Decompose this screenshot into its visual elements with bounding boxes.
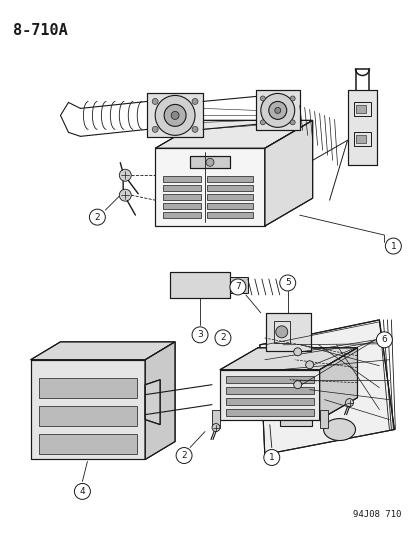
Bar xyxy=(225,376,313,383)
Polygon shape xyxy=(347,91,377,165)
Circle shape xyxy=(164,104,185,126)
Bar xyxy=(206,185,252,191)
Circle shape xyxy=(293,348,301,356)
Circle shape xyxy=(192,99,197,104)
Circle shape xyxy=(192,126,197,132)
Circle shape xyxy=(279,275,295,291)
Bar xyxy=(38,378,137,398)
Circle shape xyxy=(305,361,313,369)
Bar xyxy=(229,277,247,293)
Circle shape xyxy=(274,108,280,114)
Polygon shape xyxy=(145,342,175,459)
Bar xyxy=(356,135,366,143)
Circle shape xyxy=(385,238,400,254)
Circle shape xyxy=(263,449,279,465)
Polygon shape xyxy=(170,272,229,298)
Text: 3: 3 xyxy=(197,330,202,340)
Circle shape xyxy=(233,280,243,290)
Text: 94J08 710: 94J08 710 xyxy=(352,510,400,519)
Circle shape xyxy=(260,93,294,127)
Polygon shape xyxy=(264,120,312,226)
Circle shape xyxy=(293,381,301,389)
Bar xyxy=(353,102,370,116)
Polygon shape xyxy=(219,348,357,370)
Polygon shape xyxy=(265,313,310,351)
Bar xyxy=(147,93,202,138)
Bar xyxy=(163,194,201,200)
Bar xyxy=(206,194,252,200)
Polygon shape xyxy=(155,148,264,226)
Bar xyxy=(225,409,313,416)
Circle shape xyxy=(268,101,286,119)
Circle shape xyxy=(229,279,245,295)
Polygon shape xyxy=(145,379,160,425)
Circle shape xyxy=(290,120,294,125)
Polygon shape xyxy=(259,320,394,455)
Bar xyxy=(163,176,201,182)
Text: 2: 2 xyxy=(94,213,100,222)
Bar xyxy=(319,410,327,427)
Bar xyxy=(38,406,137,425)
Circle shape xyxy=(176,448,192,464)
Circle shape xyxy=(260,120,265,125)
Circle shape xyxy=(214,330,230,346)
Text: 1: 1 xyxy=(389,241,395,251)
Bar xyxy=(163,185,201,191)
Bar xyxy=(279,400,311,425)
Polygon shape xyxy=(190,156,229,168)
Bar xyxy=(225,386,313,394)
Bar xyxy=(255,91,299,131)
Circle shape xyxy=(171,111,179,119)
Text: 1: 1 xyxy=(268,453,274,462)
Circle shape xyxy=(89,209,105,225)
Bar xyxy=(211,410,219,427)
Circle shape xyxy=(345,399,353,407)
Circle shape xyxy=(74,483,90,499)
Text: 2: 2 xyxy=(220,333,225,342)
Bar xyxy=(225,398,313,405)
Text: 2: 2 xyxy=(181,451,186,460)
Bar xyxy=(273,321,289,343)
Text: 6: 6 xyxy=(381,335,386,344)
Polygon shape xyxy=(219,370,319,419)
Polygon shape xyxy=(155,120,312,148)
Bar xyxy=(206,212,252,218)
Ellipse shape xyxy=(323,418,355,441)
Circle shape xyxy=(206,158,214,166)
Text: 7: 7 xyxy=(235,282,240,292)
Bar xyxy=(163,212,201,218)
Text: 4: 4 xyxy=(79,487,85,496)
Circle shape xyxy=(375,332,392,348)
Circle shape xyxy=(119,189,131,201)
Bar xyxy=(206,203,252,209)
Circle shape xyxy=(275,326,287,338)
Text: 8-710A: 8-710A xyxy=(13,22,67,38)
Circle shape xyxy=(192,327,207,343)
Circle shape xyxy=(260,96,265,101)
Polygon shape xyxy=(31,360,145,459)
Circle shape xyxy=(152,126,158,132)
Polygon shape xyxy=(319,348,357,419)
Circle shape xyxy=(119,169,131,181)
Bar xyxy=(38,433,137,454)
Text: 5: 5 xyxy=(284,278,290,287)
Bar xyxy=(356,106,366,114)
Circle shape xyxy=(155,95,195,135)
Bar xyxy=(206,176,252,182)
Circle shape xyxy=(211,424,219,432)
Polygon shape xyxy=(31,342,175,360)
Bar xyxy=(163,203,201,209)
Circle shape xyxy=(152,99,158,104)
Circle shape xyxy=(290,96,294,101)
Bar xyxy=(353,132,370,147)
